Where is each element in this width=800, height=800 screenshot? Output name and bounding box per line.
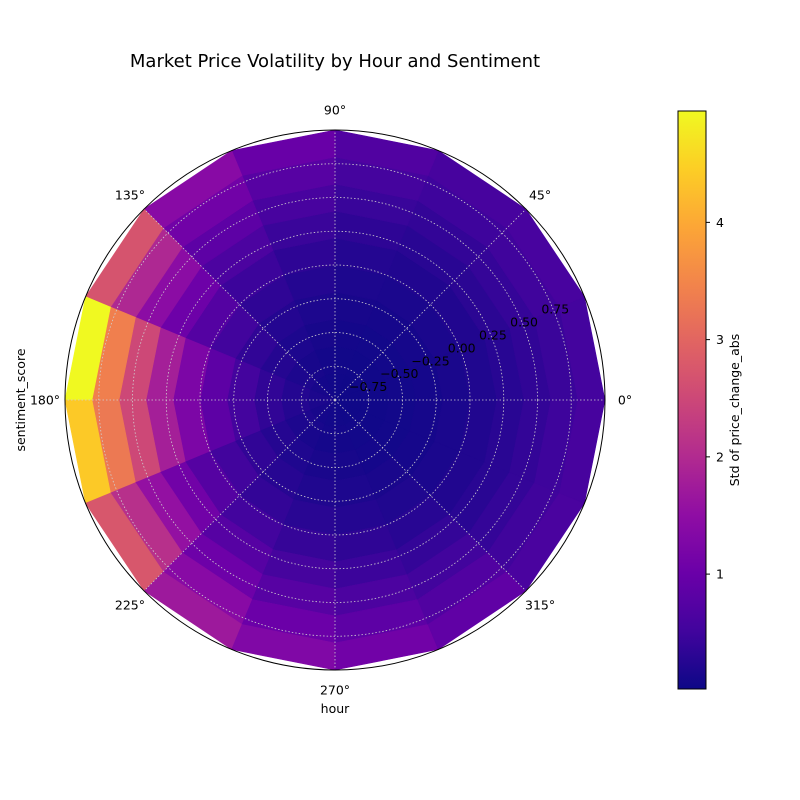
angular-grid-line xyxy=(334,399,527,592)
y-axis-label: sentiment_score xyxy=(13,348,28,451)
radial-tick-label: 0.75 xyxy=(541,302,569,317)
angle-tick-label: 135° xyxy=(115,187,145,202)
colorbar-ticks: 1 2 3 4 xyxy=(706,215,724,582)
heatmap-cells xyxy=(64,129,606,671)
chart-title: Market Price Volatility by Hour and Sent… xyxy=(130,51,540,72)
colorbar-tick-label: 2 xyxy=(716,449,724,464)
radial-tick-label: −0.25 xyxy=(411,353,449,368)
colorbar-tick-label: 1 xyxy=(716,567,724,582)
radial-tick-label: 0.00 xyxy=(448,340,476,355)
radial-tick-label: −0.50 xyxy=(380,366,418,381)
angle-tick-label: 90° xyxy=(324,103,346,118)
radial-grid-circle xyxy=(199,264,471,536)
radial-tick-label: 0.50 xyxy=(510,315,538,330)
angle-tick-labels: 0° 45° 90° 135° 180° 225° 270° 315° xyxy=(30,103,632,698)
radial-tick-label: −0.75 xyxy=(349,379,387,394)
x-axis-label: hour xyxy=(321,701,350,716)
polar-frame xyxy=(64,129,606,671)
colorbar-tick-label: 3 xyxy=(716,332,724,347)
angle-tick-label: 0° xyxy=(618,393,632,408)
angle-tick-label: 315° xyxy=(525,598,555,613)
colorbar-tick-label: 4 xyxy=(716,215,724,230)
angular-grid-line xyxy=(143,399,336,592)
radial-grid-circle xyxy=(132,197,538,603)
angle-tick-label: 180° xyxy=(30,393,60,408)
colorbar xyxy=(677,110,707,690)
angle-tick-label: 270° xyxy=(320,683,350,698)
angle-tick-label: 45° xyxy=(529,187,551,202)
colorbar-label: Std of price_change_abs xyxy=(727,334,742,486)
radial-grid-circle xyxy=(300,365,370,435)
polar-grid xyxy=(65,130,605,670)
radial-grid-circle xyxy=(98,163,572,637)
radial-tick-label: 0.25 xyxy=(479,327,507,342)
angle-tick-label: 225° xyxy=(115,598,145,613)
radial-tick-labels: −0.75−0.50−0.250.000.250.500.75 xyxy=(349,302,569,394)
angular-grid-line xyxy=(334,208,527,401)
radial-grid-circle xyxy=(233,298,437,502)
angular-grid-line xyxy=(143,208,336,401)
